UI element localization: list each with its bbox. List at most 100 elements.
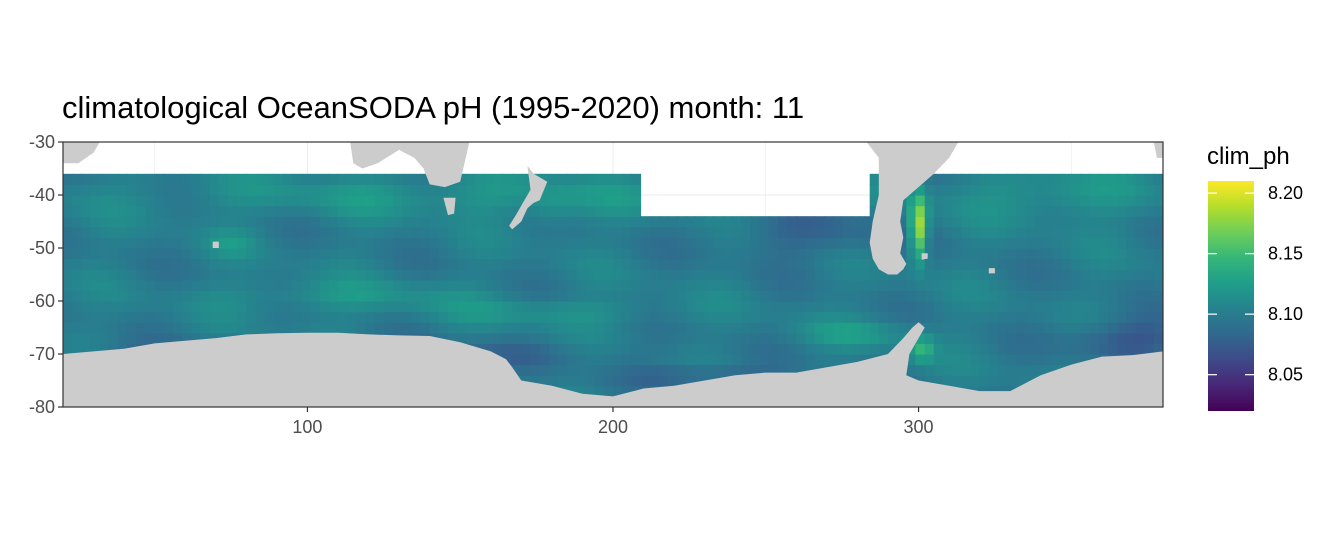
heatmap-cell: [787, 301, 797, 313]
heatmap-cell: [998, 226, 1008, 238]
heatmap-cell: [521, 226, 532, 238]
heatmap-cell: [1117, 237, 1127, 249]
heatmap-cell: [209, 184, 220, 196]
heatmap-cell: [759, 364, 770, 376]
heatmap-cell: [668, 375, 678, 387]
heatmap-cell: [897, 216, 907, 228]
heatmap-cell: [457, 290, 467, 302]
heatmap-cell: [218, 237, 229, 249]
x-tick-label: 200: [598, 417, 628, 437]
heatmap-cell: [668, 279, 678, 291]
heatmap-cell: [796, 269, 807, 281]
heatmap-cell: [933, 258, 944, 270]
heatmap-cell: [622, 301, 632, 313]
heatmap-cell: [567, 184, 577, 196]
heatmap-cell: [393, 258, 403, 270]
heatmap-cell: [237, 311, 247, 323]
heatmap-cell: [301, 184, 312, 196]
heatmap-cell: [823, 216, 834, 228]
heatmap-cell: [191, 311, 202, 323]
heatmap-cell: [558, 311, 568, 323]
heatmap-cell: [603, 290, 614, 302]
heatmap-cell: [466, 248, 477, 260]
heatmap-cell: [237, 226, 247, 238]
heatmap-cell: [90, 216, 101, 228]
heatmap-cell: [603, 258, 614, 270]
heatmap-cell: [173, 173, 183, 185]
heatmap-cell: [732, 322, 742, 334]
heatmap-cell: [475, 269, 486, 281]
heatmap-cell: [1108, 173, 1118, 185]
heatmap-cell: [484, 195, 495, 207]
heatmap-cell: [493, 195, 504, 207]
heatmap-cell: [228, 269, 238, 281]
heatmap-cell: [246, 322, 257, 334]
heatmap-cell: [750, 226, 761, 238]
heatmap-cell: [1043, 226, 1054, 238]
heatmap-cell: [952, 279, 962, 291]
heatmap-cell: [328, 237, 339, 249]
heatmap-cell: [640, 311, 651, 323]
heatmap-cell: [1071, 248, 1082, 260]
plot-panel: [62, 141, 1164, 408]
heatmap-cell: [668, 322, 678, 334]
heatmap-cell: [108, 216, 119, 228]
heatmap-cell: [668, 290, 678, 302]
heatmap-cell: [622, 226, 632, 238]
heatmap-cell: [1053, 226, 1063, 238]
heatmap-cell: [558, 343, 568, 355]
heatmap-cell: [548, 248, 559, 260]
heatmap-cell: [301, 173, 312, 185]
heatmap-cell: [1153, 269, 1163, 281]
heatmap-cell: [411, 258, 422, 270]
heatmap-cell: [512, 226, 522, 238]
heatmap-cell: [640, 226, 651, 238]
heatmap-cell: [1062, 226, 1072, 238]
heatmap-cell: [374, 216, 385, 228]
heatmap-cell: [466, 205, 477, 217]
heatmap-cell: [1117, 343, 1127, 355]
heatmap-cell: [475, 195, 486, 207]
heatmap-cell: [383, 258, 394, 270]
heatmap-cell: [191, 290, 202, 302]
heatmap-cell: [695, 216, 706, 228]
heatmap-cell: [668, 301, 678, 313]
heatmap-cell: [374, 290, 385, 302]
heatmap-cell: [1025, 248, 1036, 260]
heatmap-cell: [998, 237, 1008, 249]
heatmap-cell: [63, 279, 73, 291]
heatmap-cell: [200, 269, 211, 281]
heatmap-cell: [246, 290, 257, 302]
heatmap-cell: [191, 322, 202, 334]
heatmap-cell: [383, 237, 394, 249]
heatmap-cell: [768, 290, 779, 302]
heatmap-cell: [915, 248, 926, 260]
heatmap-cell: [558, 375, 568, 387]
heatmap-cell: [1007, 375, 1017, 387]
heatmap-cell: [200, 332, 211, 344]
heatmap-cell: [869, 290, 880, 302]
heatmap-cell: [1098, 226, 1109, 238]
heatmap-cell: [668, 248, 678, 260]
heatmap-cell: [805, 248, 816, 260]
heatmap-cell: [530, 322, 541, 334]
heatmap-cell: [704, 343, 715, 355]
heatmap-cell: [90, 279, 101, 291]
heatmap-cell: [347, 237, 357, 249]
heatmap-cell: [493, 311, 504, 323]
heatmap-cell: [1098, 290, 1109, 302]
heatmap-cell: [750, 364, 761, 376]
heatmap-cell: [668, 237, 678, 249]
heatmap-cell: [952, 237, 962, 249]
heatmap-cell: [860, 226, 871, 238]
heatmap-cell: [283, 311, 293, 323]
heatmap-cell: [154, 226, 165, 238]
heatmap-cell: [182, 322, 192, 334]
heatmap-cell: [805, 237, 816, 249]
heatmap-cell: [365, 322, 376, 334]
heatmap-cell: [1089, 343, 1100, 355]
heatmap-cell: [897, 269, 907, 281]
heatmap-cell: [1153, 184, 1163, 196]
heatmap-cell: [1126, 237, 1137, 249]
heatmap-cell: [1126, 332, 1137, 344]
